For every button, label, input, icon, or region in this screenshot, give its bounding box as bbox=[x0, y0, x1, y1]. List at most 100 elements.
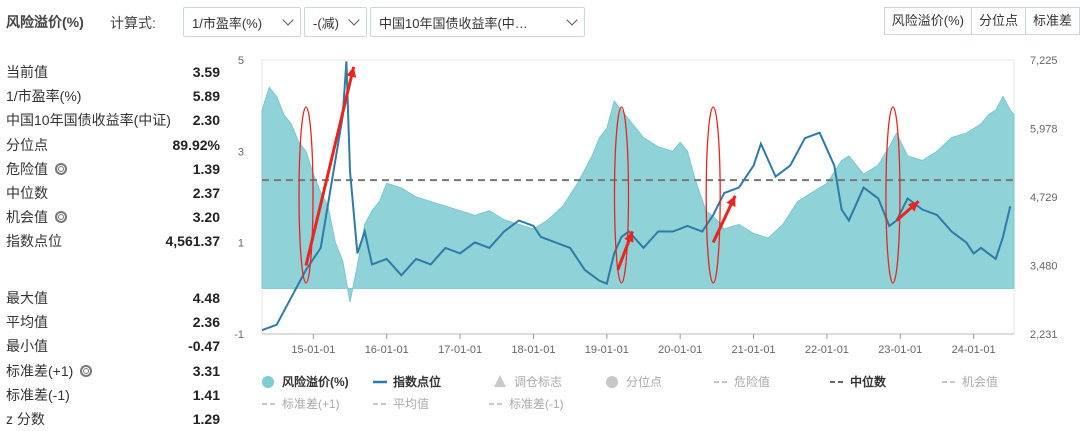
stat-row: 平均值 2.36 bbox=[6, 311, 220, 333]
stat-row: z 分数 1.29 bbox=[6, 408, 220, 430]
stat-value: 1.39 bbox=[192, 160, 220, 177]
legend-label[interactable]: 风险溢价(%) bbox=[282, 374, 349, 389]
stat-value: 4.48 bbox=[192, 290, 220, 306]
stat-value: 2.37 bbox=[192, 185, 220, 201]
right-axis-tick-label: 3,480 bbox=[1030, 260, 1058, 272]
numerator-select[interactable]: 1/市盈率(%) bbox=[183, 7, 301, 37]
stat-label: 危险值 bbox=[6, 159, 67, 179]
stat-value: 3.20 bbox=[192, 209, 220, 226]
denominator-select[interactable]: 中国10年国债收益率(中… bbox=[370, 7, 585, 37]
stat-label-text: 1/市盈率(%) bbox=[6, 88, 82, 105]
legend-label[interactable]: 标准差(-1) bbox=[509, 397, 564, 411]
annotation-arrowhead bbox=[624, 231, 634, 243]
left-axis-tick-label: 3 bbox=[238, 146, 244, 158]
annotation-ellipse bbox=[885, 106, 901, 284]
stat-value: 2.30 bbox=[192, 112, 220, 129]
stat-label-text: 中国10年国债收益率(中证) bbox=[6, 112, 171, 129]
x-axis-tick-label: 24-01-01 bbox=[952, 344, 996, 356]
tab-std-dev[interactable]: 标准差 bbox=[1025, 8, 1080, 34]
annotation-arrow bbox=[304, 66, 356, 266]
stat-value: 3.59 bbox=[192, 64, 220, 80]
tab-percentile[interactable]: 分位点 bbox=[971, 8, 1026, 34]
x-axis-tick-label: 20-01-01 bbox=[658, 344, 702, 356]
stat-label: 标准差(+1) bbox=[6, 361, 93, 381]
stat-label-text: 当前值 bbox=[6, 64, 48, 80]
gear-icon[interactable] bbox=[55, 162, 67, 175]
legend-label[interactable]: 危险值 bbox=[734, 374, 770, 389]
denominator-select-value: 中国10年国债收益率(中… bbox=[379, 15, 528, 31]
legend-circle-icon bbox=[262, 376, 274, 388]
stat-row: 标准差(+1) 3.31 bbox=[6, 360, 220, 382]
x-axis-tick-label: 18-01-01 bbox=[511, 344, 555, 356]
annotation-arrowhead bbox=[346, 66, 357, 78]
stat-row: 机会值 3.20 bbox=[6, 206, 220, 228]
stat-value: 89.92% bbox=[172, 136, 220, 153]
right-axis-tick-label: 7,225 bbox=[1030, 55, 1058, 67]
stat-row: 当前值 3.59 bbox=[6, 61, 220, 83]
stat-row: 中位数 2.37 bbox=[6, 182, 220, 204]
legend-circle-icon bbox=[606, 376, 618, 388]
operator-select[interactable]: -(减) bbox=[304, 7, 367, 37]
stat-label: 平均值 bbox=[6, 312, 48, 332]
legend-label[interactable]: 中位数 bbox=[850, 374, 887, 389]
legend-label[interactable]: 指数点位 bbox=[393, 374, 441, 389]
annotation-ellipse bbox=[613, 106, 630, 284]
stat-label-text: 标准差(-1) bbox=[6, 386, 70, 403]
x-axis-tick-label: 19-01-01 bbox=[585, 344, 629, 356]
annotation-ellipse bbox=[705, 106, 721, 284]
stat-row: 1/市盈率(%) 5.89 bbox=[6, 85, 220, 107]
stat-row: 最大值 4.48 bbox=[6, 287, 220, 309]
stat-row: 分位点 89.92% bbox=[6, 134, 220, 156]
stat-row: 标准差(-1) 1.41 bbox=[6, 384, 220, 406]
right-axis-tick-label: 4,729 bbox=[1030, 192, 1058, 204]
stat-value: 1.41 bbox=[192, 386, 220, 403]
x-axis-tick-label: 23-01-01 bbox=[878, 344, 922, 356]
page-title: 风险溢价(%) bbox=[6, 14, 84, 30]
stat-label-text: 最大值 bbox=[6, 290, 48, 306]
toolbar: 风险溢价(%) 计算式: 1/市盈率(%) -(减) 中国10年国债收益率(中…… bbox=[0, 0, 1080, 44]
stat-row: 危险值 1.39 bbox=[6, 158, 220, 180]
stat-label-text: 最小值 bbox=[6, 338, 48, 355]
stat-label-text: 危险值 bbox=[6, 160, 48, 177]
tab-risk-premium[interactable]: 风险溢价(%) bbox=[884, 8, 972, 34]
stat-label: 中国10年国债收益率(中证) bbox=[6, 110, 171, 130]
legend-label[interactable]: 机会值 bbox=[962, 374, 998, 389]
left-axis-tick-label: 1 bbox=[238, 238, 244, 250]
operator-select-value: -(减) bbox=[313, 15, 339, 31]
legend-label[interactable]: 调仓标志 bbox=[514, 375, 562, 389]
numerator-select-value: 1/市盈率(%) bbox=[192, 15, 263, 31]
left-axis-tick-label: 5 bbox=[238, 55, 244, 67]
stat-row: 最小值 -0.47 bbox=[6, 335, 220, 357]
legend-label[interactable]: 分位点 bbox=[626, 374, 662, 389]
legend-label[interactable]: 标准差(+1) bbox=[282, 397, 340, 411]
stat-value: 1.29 bbox=[192, 411, 220, 427]
stat-label-text: 分位点 bbox=[6, 136, 48, 153]
legend-label[interactable]: 平均值 bbox=[393, 396, 429, 411]
stat-label: 分位点 bbox=[6, 135, 48, 155]
stat-label-text: 指数点位 bbox=[6, 233, 62, 250]
annotation-ellipse bbox=[298, 106, 314, 284]
stat-value: 4,561.37 bbox=[165, 233, 221, 250]
stat-label-text: 机会值 bbox=[6, 209, 48, 226]
x-axis-tick-label: 21-01-01 bbox=[732, 344, 776, 356]
stat-value: 5.89 bbox=[192, 88, 220, 105]
stat-label: 指数点位 bbox=[6, 231, 62, 251]
legend-triangle-icon bbox=[494, 375, 506, 387]
x-axis-tick-label: 17-01-01 bbox=[438, 344, 482, 356]
gear-icon[interactable] bbox=[80, 364, 93, 377]
stat-label: 中位数 bbox=[6, 183, 48, 203]
stat-label-text: 中位数 bbox=[6, 185, 48, 201]
right-axis-tick-label: 5,978 bbox=[1030, 123, 1058, 135]
stat-label: 机会值 bbox=[6, 207, 67, 227]
x-axis-tick-label: 16-01-01 bbox=[365, 344, 409, 356]
stat-label: z 分数 bbox=[6, 409, 45, 429]
stat-label: 最小值 bbox=[6, 336, 48, 356]
stat-row: 中国10年国债收益率(中证) 2.30 bbox=[6, 109, 220, 131]
index-line bbox=[261, 61, 1012, 332]
stat-row: 指数点位 4,561.37 bbox=[6, 230, 220, 252]
x-axis-tick-label: 22-01-01 bbox=[805, 344, 849, 356]
metric-tabs: 风险溢价(%) 分位点 标准差 bbox=[883, 7, 1080, 35]
formula-label: 计算式: bbox=[110, 15, 156, 31]
stat-label-text: 平均值 bbox=[6, 314, 48, 331]
gear-icon[interactable] bbox=[55, 211, 67, 224]
